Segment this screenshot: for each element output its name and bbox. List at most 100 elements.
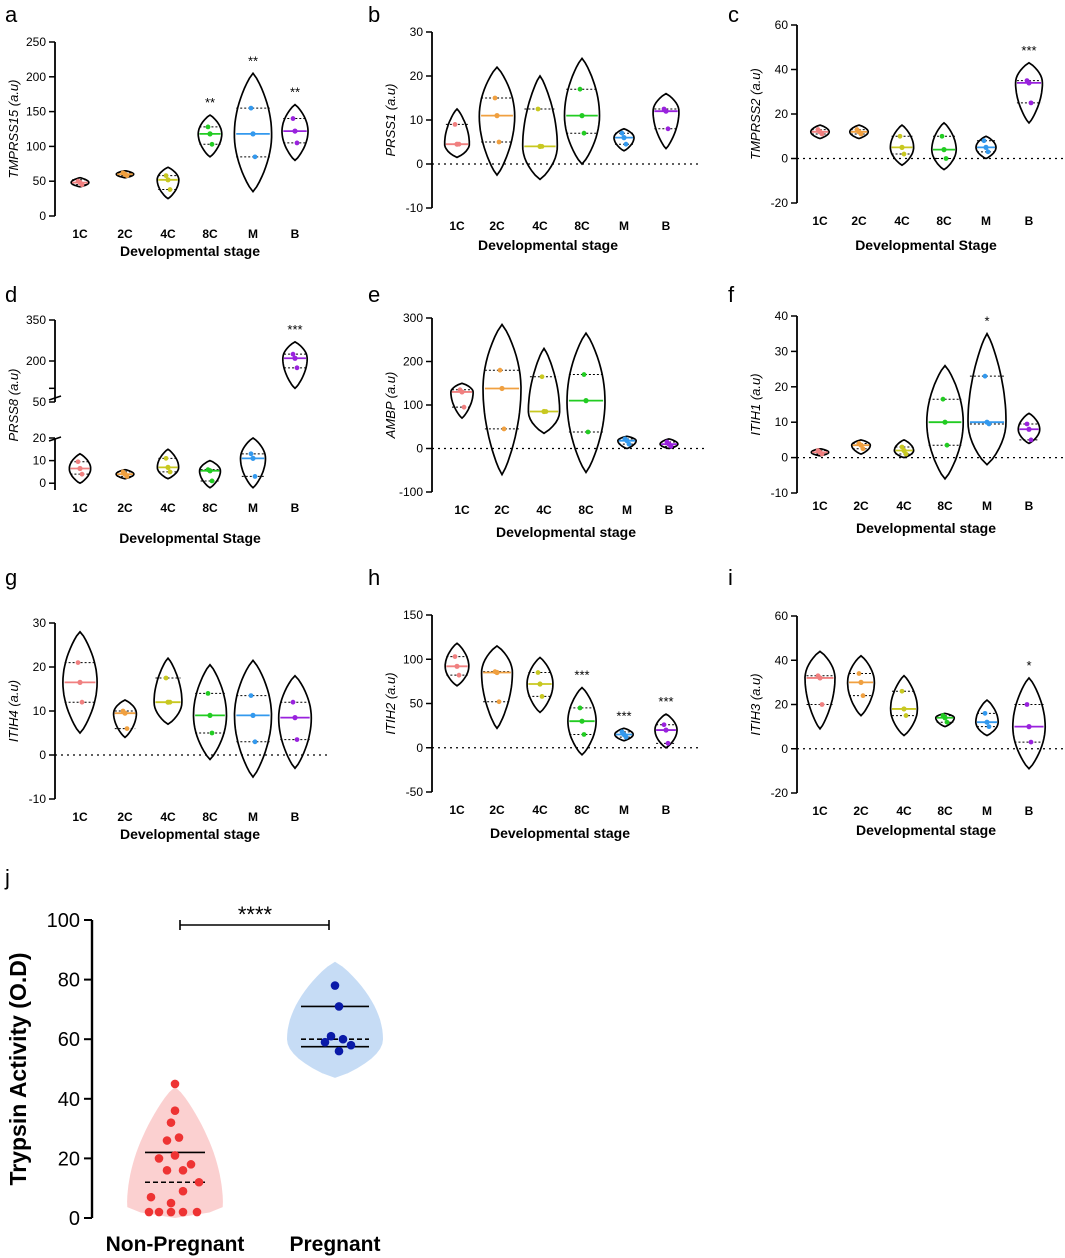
x-tick-label: 1C — [449, 219, 465, 233]
data-point — [1028, 437, 1034, 443]
y-axis-label: Trypsin Activity (O.D) — [5, 952, 31, 1185]
data-point — [330, 981, 340, 990]
data-point — [120, 469, 126, 475]
data-point — [539, 144, 545, 149]
data-point — [178, 1207, 188, 1217]
panel-i: i -20 0 20 40 60 ITIH3 (a.u) 1C 2C 4C 8C M B Developm… — [728, 565, 1064, 838]
violin-M — [614, 727, 634, 742]
violin-1C — [804, 650, 836, 731]
violin-B — [281, 340, 309, 390]
x-tick-label: M — [982, 499, 992, 513]
panel-label: d — [5, 282, 17, 307]
violin-4C — [156, 448, 180, 480]
data-point — [174, 1133, 184, 1142]
data-point — [535, 670, 541, 675]
data-point — [75, 660, 81, 665]
y-tick-label: 10 — [775, 415, 789, 429]
panel-g: g -10 0 10 20 30 ITIH4 (a.u) 1C 2C 4C 8C M B Developm… — [5, 565, 330, 842]
x-tick-label: 1C — [72, 501, 88, 515]
data-point — [346, 1040, 356, 1050]
data-point — [664, 439, 670, 445]
y-tick-label: 60 — [775, 609, 789, 623]
data-point — [1024, 78, 1030, 84]
violin-8C — [197, 114, 223, 158]
violin-M — [239, 436, 267, 489]
y-axis-label: PRSS1 (a.u) — [383, 84, 398, 157]
y-tick-label: 100 — [26, 139, 46, 153]
data-point — [497, 367, 503, 373]
data-point — [860, 693, 866, 699]
data-point — [901, 151, 907, 157]
data-point — [163, 173, 169, 179]
data-point — [326, 1031, 336, 1041]
x-tick-label: B — [665, 503, 674, 517]
y-tick-label: 40 — [775, 63, 789, 77]
data-point — [815, 127, 821, 132]
data-point — [124, 173, 130, 179]
panel-label: c — [728, 2, 739, 27]
y-tick-label: 20 — [33, 660, 47, 674]
violin-B — [1011, 676, 1047, 770]
data-point — [626, 441, 632, 447]
significance-label: * — [984, 314, 989, 329]
x-tick-label: 8C — [578, 503, 594, 517]
data-point — [856, 441, 862, 446]
data-point — [899, 688, 905, 694]
data-point — [205, 691, 211, 696]
y-tick-label: 30 — [410, 25, 424, 39]
panel-d: d 0 10 20 50 200 350 PRSS8 (a.u) 1C 2C 4C 8C M B Devel… — [5, 282, 309, 546]
y-tick-label: 0 — [39, 476, 46, 490]
data-point — [167, 187, 173, 192]
x-tick-label: 4C — [160, 501, 176, 515]
significance-label: ** — [248, 53, 258, 68]
data-point — [167, 469, 173, 475]
data-point — [496, 699, 502, 705]
panel-label: h — [368, 565, 380, 590]
median-point — [250, 455, 256, 461]
y-tick-label: 300 — [403, 311, 423, 325]
y-tick-label: 30 — [33, 616, 47, 630]
data-point — [452, 654, 458, 659]
median-point — [941, 147, 947, 153]
data-point — [178, 1186, 188, 1196]
data-point — [860, 446, 866, 452]
significance-label: **** — [238, 902, 273, 927]
x-tick-label: 8C — [574, 219, 590, 233]
y-tick-label: 250 — [26, 35, 46, 49]
median-point — [858, 679, 864, 685]
significance-label: ** — [290, 85, 300, 100]
x-axis-label: Developmental Stage — [119, 530, 261, 546]
data-point — [897, 133, 903, 139]
data-point — [543, 409, 549, 414]
y-tick-label: 50 — [33, 395, 47, 409]
y-tick-label: 50 — [33, 174, 47, 188]
y-tick-label: 0 — [69, 1208, 80, 1230]
x-tick-label: M — [622, 503, 632, 517]
data-point — [819, 131, 825, 137]
data-point — [79, 471, 85, 477]
x-axis-label: Developmental stage — [496, 524, 636, 540]
violin-8C — [198, 459, 222, 489]
x-tick-label: 1C — [72, 227, 88, 241]
data-point — [939, 133, 945, 139]
data-point — [154, 1207, 164, 1217]
data-point — [581, 732, 587, 737]
data-point — [986, 724, 992, 730]
violin-M — [974, 698, 1000, 737]
data-point — [856, 671, 862, 676]
data-point — [290, 699, 296, 705]
y-tick-label: -20 — [771, 786, 789, 800]
significance-label: * — [1026, 658, 1031, 673]
violin-B — [1017, 412, 1041, 445]
x-axis-label: Developmental stage — [478, 237, 618, 253]
median-point — [1026, 724, 1032, 730]
x-tick-label: M — [982, 804, 992, 818]
data-point — [496, 139, 502, 145]
median-point — [494, 113, 500, 119]
violin-1C — [68, 452, 92, 485]
violin-B — [281, 103, 309, 162]
data-point — [154, 1154, 164, 1163]
data-point — [205, 467, 211, 473]
y-tick-label: 20 — [33, 431, 47, 445]
median-point — [984, 719, 990, 725]
